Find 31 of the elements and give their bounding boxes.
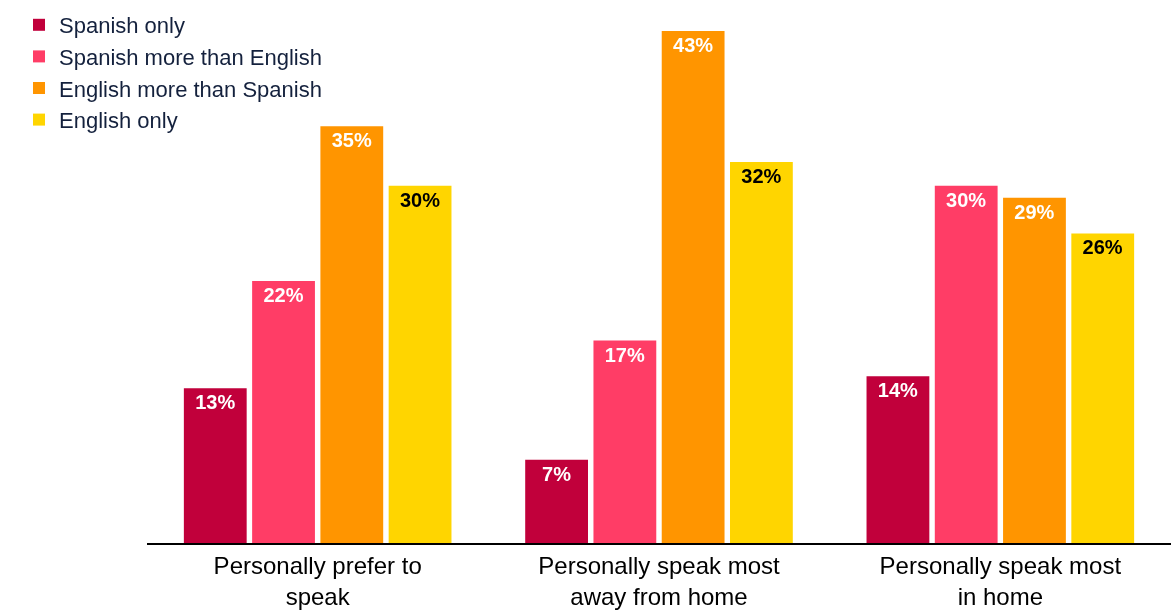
- data-label: 14%: [877, 379, 919, 402]
- bar: [183, 388, 247, 543]
- data-label: 43%: [673, 33, 714, 56]
- data-label: 29%: [1014, 200, 1055, 223]
- data-label: 26%: [1082, 236, 1123, 259]
- data-label: 30%: [399, 188, 441, 211]
- bar: [1071, 233, 1135, 543]
- x-tick-label: Personally prefer to speak: [213, 551, 422, 610]
- bar: [730, 161, 793, 543]
- bar: [525, 459, 588, 543]
- bar: [866, 376, 930, 543]
- bar: [1003, 197, 1066, 543]
- bar: [934, 185, 998, 543]
- legend-label: English only: [59, 108, 178, 134]
- bar: [252, 281, 315, 543]
- data-label: 17%: [604, 343, 645, 366]
- legend-label: English more than Spanish: [59, 76, 322, 102]
- legend-label: Spanish only: [59, 13, 185, 39]
- data-label: 13%: [195, 391, 236, 414]
- bar: [320, 126, 384, 543]
- data-label: 7%: [542, 462, 572, 485]
- x-tick-label: Personally speak most away from home: [538, 551, 781, 610]
- data-label: 22%: [263, 284, 304, 307]
- bar: [388, 185, 452, 543]
- bar: [593, 340, 657, 543]
- bar: [661, 30, 725, 543]
- x-tick-label: Personally speak most in home: [879, 551, 1122, 610]
- legend-label: Spanish more than English: [59, 44, 322, 70]
- data-label: 32%: [741, 164, 782, 187]
- data-label: 35%: [331, 129, 372, 152]
- data-label: 30%: [946, 188, 987, 211]
